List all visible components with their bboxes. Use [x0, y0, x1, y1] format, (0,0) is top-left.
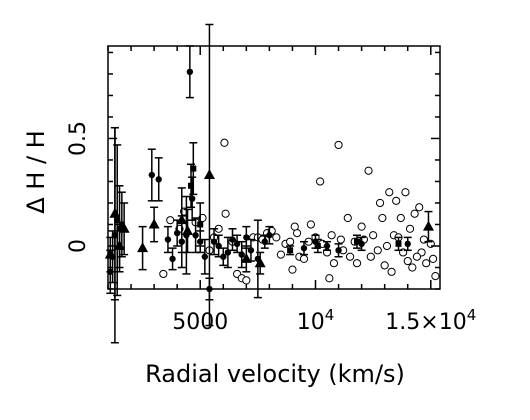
- y-tick-label: 0.5: [66, 121, 91, 156]
- x-tick-label: 5000: [172, 310, 228, 335]
- x-tick-exponent: 4: [325, 306, 335, 324]
- open-circle-point: [396, 213, 405, 223]
- filled-circle-point: [192, 232, 199, 239]
- filled-circle-point: [210, 238, 218, 245]
- open-circle-point: [375, 198, 385, 208]
- open-circle-point: [366, 252, 375, 261]
- open-circle-point: [422, 259, 431, 268]
- filled-circle-point: [148, 171, 156, 179]
- open-circle-point: [299, 254, 309, 263]
- open-circle-point: [364, 166, 373, 175]
- open-circle-point: [357, 222, 366, 231]
- filled-circle-point: [169, 255, 176, 263]
- open-circle-point: [316, 177, 325, 186]
- filled-circle-point: [247, 247, 255, 254]
- data-marks: [104, 23, 440, 344]
- filled-circle-point: [173, 229, 181, 237]
- filled-square-point: [395, 240, 402, 247]
- filled-square-point: [197, 221, 204, 228]
- filled-circle-point: [220, 253, 227, 260]
- open-circle-point: [412, 252, 422, 261]
- open-circle-point: [378, 213, 387, 223]
- open-circle-point: [220, 138, 229, 147]
- open-circle-point: [336, 235, 345, 244]
- filled-triangle-point: [148, 218, 160, 229]
- open-circle-point: [382, 241, 392, 251]
- filled-circle-point: [323, 242, 331, 250]
- plot-frame: [107, 45, 441, 290]
- open-circle-point: [159, 269, 168, 279]
- filled-circle-point: [238, 251, 245, 258]
- filled-triangle-point: [118, 222, 130, 233]
- open-circle-point: [392, 196, 401, 205]
- open-circle-point: [352, 259, 362, 268]
- open-circle-point: [325, 274, 334, 283]
- open-circle-point: [345, 252, 355, 261]
- filled-triangle-point: [240, 252, 252, 263]
- filled-triangle-point: [109, 207, 121, 218]
- open-circle-point: [401, 188, 410, 197]
- filled-triangle-point: [114, 239, 126, 250]
- filled-circle-point: [229, 236, 236, 243]
- open-circle-point: [288, 265, 297, 274]
- open-circle-point: [327, 231, 336, 240]
- filled-circle-point: [201, 253, 209, 260]
- open-circle-point: [373, 246, 382, 255]
- filled-circle-point: [188, 195, 196, 202]
- open-circle-point: [431, 271, 440, 281]
- open-circle-point: [221, 209, 230, 218]
- filled-triangle-point: [137, 242, 149, 253]
- x-tick-label: 1.5×104: [385, 306, 476, 335]
- filled-circle-point: [155, 176, 162, 183]
- filled-square-point: [287, 247, 294, 254]
- y-tick-label: 0: [66, 239, 91, 253]
- open-circle-point: [387, 267, 396, 276]
- open-circle-point: [306, 220, 315, 229]
- filled-circle-point: [358, 240, 365, 248]
- open-circle-point: [369, 231, 378, 240]
- filled-circle-point: [164, 236, 172, 243]
- open-circle-point: [272, 233, 281, 242]
- filled-circle-point: [404, 240, 411, 248]
- open-circle-point: [428, 254, 438, 263]
- open-circle-point: [290, 222, 299, 231]
- open-circle-point: [410, 209, 419, 218]
- open-circle-point: [166, 216, 175, 225]
- filled-triangle-point: [182, 224, 194, 235]
- open-circle-point: [415, 203, 424, 212]
- filled-circle-point: [300, 244, 308, 252]
- filled-triangle-point: [203, 169, 215, 180]
- filled-triangle-point: [422, 220, 434, 231]
- open-circle-point: [343, 213, 352, 223]
- open-circle-point: [276, 250, 286, 259]
- open-circle-point: [329, 259, 339, 268]
- filled-triangle-point: [254, 257, 266, 268]
- filled-circle-point: [335, 247, 342, 254]
- open-circle-point: [403, 256, 412, 266]
- filled-circle-point: [266, 232, 273, 239]
- open-circle-point: [286, 237, 295, 246]
- open-circle-point: [405, 224, 415, 233]
- open-circle-point: [242, 276, 251, 285]
- filled-square-point: [314, 242, 321, 249]
- x-axis-label: Radial velocity (km/s): [145, 360, 405, 388]
- open-circle-point: [408, 263, 417, 272]
- open-circle-point: [334, 140, 343, 150]
- filled-square-point: [190, 165, 197, 172]
- x-tick-exponent: 4: [467, 306, 477, 324]
- filled-triangle-point: [176, 214, 188, 225]
- filled-square-point: [354, 238, 360, 245]
- open-circle-point: [385, 188, 394, 197]
- y-axis-label: Δ H / H: [22, 130, 50, 213]
- open-circle-point: [380, 261, 389, 270]
- filled-circle-point: [186, 68, 194, 76]
- filled-square-point: [188, 182, 194, 189]
